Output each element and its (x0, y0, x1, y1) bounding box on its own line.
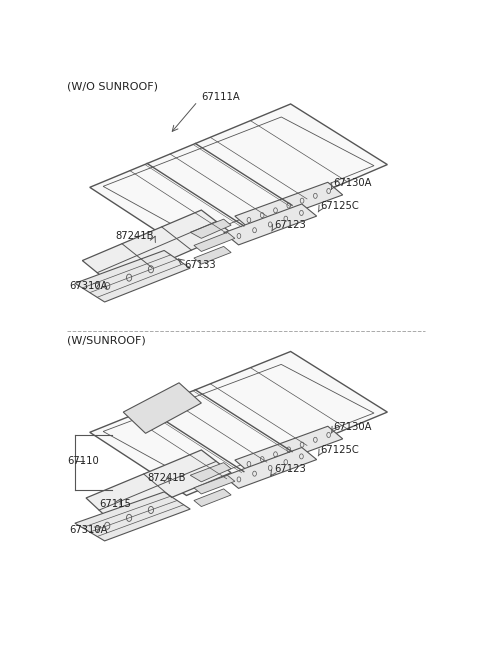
Polygon shape (75, 251, 190, 302)
Polygon shape (194, 247, 231, 264)
Text: (W/SUNROOF): (W/SUNROOF) (67, 335, 146, 345)
Text: 87241B: 87241B (147, 473, 186, 483)
Text: 67130A: 67130A (334, 178, 372, 188)
Text: 67123: 67123 (274, 464, 306, 474)
Text: 67133: 67133 (185, 260, 216, 270)
Text: 67125C: 67125C (321, 201, 359, 211)
Polygon shape (86, 450, 231, 522)
Text: 67115: 67115 (99, 499, 131, 509)
Polygon shape (224, 204, 317, 245)
Polygon shape (83, 210, 231, 285)
Polygon shape (123, 383, 202, 434)
Text: 67310A: 67310A (69, 281, 108, 291)
Polygon shape (90, 104, 387, 251)
Polygon shape (224, 447, 317, 488)
Polygon shape (194, 232, 235, 251)
Polygon shape (194, 489, 231, 506)
Polygon shape (235, 182, 343, 229)
Polygon shape (194, 475, 235, 494)
Text: 67110: 67110 (67, 456, 99, 466)
Text: 67123: 67123 (274, 220, 306, 230)
Text: 67125C: 67125C (321, 445, 359, 455)
Polygon shape (235, 426, 343, 473)
Text: 67130A: 67130A (334, 422, 372, 432)
Text: 67111A: 67111A (202, 92, 240, 102)
Text: 87241B: 87241B (115, 232, 154, 241)
Polygon shape (75, 492, 190, 541)
Polygon shape (90, 352, 387, 495)
Text: (W/O SUNROOF): (W/O SUNROOF) (67, 81, 158, 91)
Text: 67310A: 67310A (69, 525, 108, 535)
Polygon shape (190, 462, 231, 482)
Polygon shape (190, 219, 231, 238)
